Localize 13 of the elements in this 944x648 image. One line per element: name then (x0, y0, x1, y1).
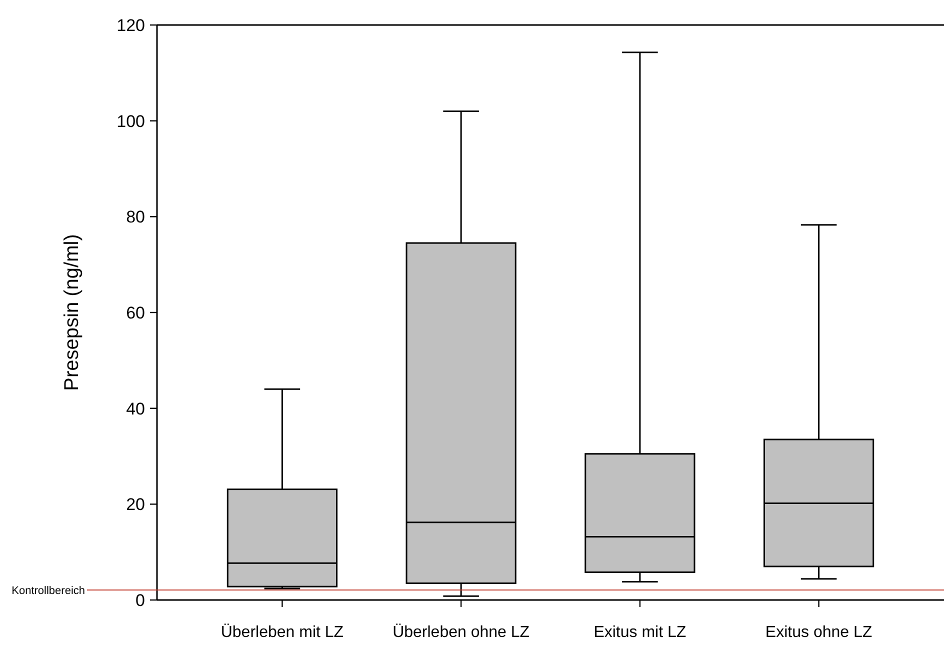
y-tick-label: 80 (126, 208, 145, 227)
y-axis-title: Presepsin (ng/ml) (61, 234, 83, 391)
y-tick-label: 40 (126, 399, 145, 418)
y-tick-label: 20 (126, 495, 145, 514)
x-tick-label: Exitus ohne LZ (765, 624, 872, 641)
y-tick-label: 60 (126, 303, 145, 322)
x-tick-label: Überleben mit LZ (220, 623, 344, 641)
x-tick-label: Überleben ohne LZ (392, 623, 530, 641)
y-tick-label: 100 (116, 112, 145, 131)
y-tick-label: 120 (116, 16, 145, 35)
y-tick-label: 0 (136, 590, 145, 610)
x-tick-label: Exitus mit LZ (594, 624, 686, 641)
ref-line-label: Kontrollbereich (12, 584, 85, 597)
